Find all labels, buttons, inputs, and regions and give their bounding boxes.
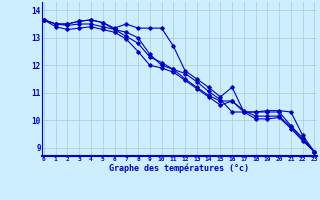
X-axis label: Graphe des températures (°c): Graphe des températures (°c) [109,163,249,173]
